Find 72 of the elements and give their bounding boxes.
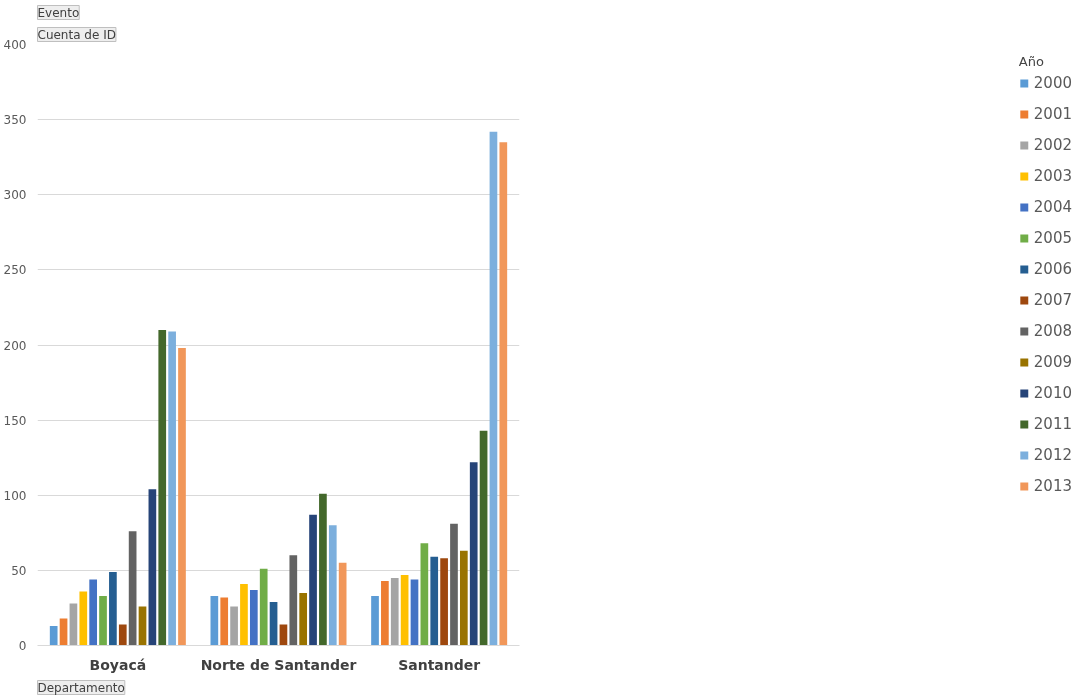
y-tick-label: 300 (3, 188, 27, 203)
bar (450, 523, 458, 646)
bar (410, 579, 419, 646)
bar (489, 131, 498, 646)
legend-label: 2005 (1033, 229, 1072, 247)
legend-label: 2003 (1033, 167, 1072, 185)
bar (309, 514, 317, 646)
bar (79, 591, 88, 646)
y-tick-label: 400 (3, 38, 27, 52)
bar (459, 550, 468, 646)
bar (499, 142, 508, 646)
x-tick-label: Boyacá (89, 656, 147, 673)
bar (118, 624, 127, 646)
bar (338, 562, 347, 646)
legend-label: 2007 (1033, 291, 1072, 309)
bar (259, 568, 268, 646)
legend-label: 2000 (1033, 74, 1072, 92)
bar (59, 618, 68, 646)
legend-title: Año (1018, 54, 1045, 69)
bar (328, 525, 337, 646)
bar (158, 329, 167, 646)
bar (319, 493, 327, 646)
x-tick-label: Norte de Santander (200, 656, 357, 673)
x-tick-label: Santander (398, 656, 481, 673)
legend-label: 2011 (1033, 415, 1072, 433)
bar (89, 579, 98, 646)
bar (249, 589, 258, 646)
legend-label: 2001 (1033, 105, 1072, 123)
bar (469, 462, 478, 646)
bar (269, 601, 278, 646)
bar (279, 624, 288, 646)
bar (220, 597, 229, 646)
y-tick-label: 100 (3, 488, 27, 503)
bar (289, 555, 298, 646)
bar (420, 543, 429, 646)
bar (210, 595, 219, 646)
y-tick-label: 200 (3, 338, 27, 353)
legend-label: 2008 (1033, 322, 1072, 340)
bar (109, 571, 117, 646)
bar (390, 577, 399, 646)
legend-label: 2012 (1033, 446, 1072, 464)
legend-label: 2010 (1033, 384, 1072, 402)
bar (230, 606, 238, 646)
bar (178, 348, 186, 646)
legend-label: 2006 (1033, 260, 1072, 278)
bar (138, 606, 147, 646)
legend-label: 2002 (1033, 136, 1072, 154)
bar (128, 531, 137, 646)
y-tick-label: 0 (18, 639, 27, 653)
bar (371, 595, 379, 646)
bar (299, 592, 308, 646)
legend-label: 2004 (1033, 198, 1072, 216)
bar (99, 595, 107, 646)
y-tick-label: 250 (3, 263, 27, 278)
bar (381, 580, 389, 646)
bar (440, 558, 448, 646)
y-tick-label: 150 (3, 413, 27, 428)
bar (69, 603, 78, 646)
bar (148, 489, 157, 646)
bar (168, 331, 176, 646)
text: Evento (37, 5, 80, 20)
legend-label: 2009 (1033, 353, 1072, 371)
bar (49, 625, 58, 646)
y-axis-title: Cuenta de ID (37, 27, 116, 42)
y-tick-label: 50 (11, 563, 27, 578)
bar (430, 556, 439, 646)
bar (400, 574, 409, 646)
bar (479, 430, 488, 646)
bar (240, 583, 248, 646)
legend-label: 2013 (1033, 477, 1072, 495)
x-axis-title: Departamento (37, 680, 125, 695)
y-tick-label: 350 (3, 113, 27, 128)
